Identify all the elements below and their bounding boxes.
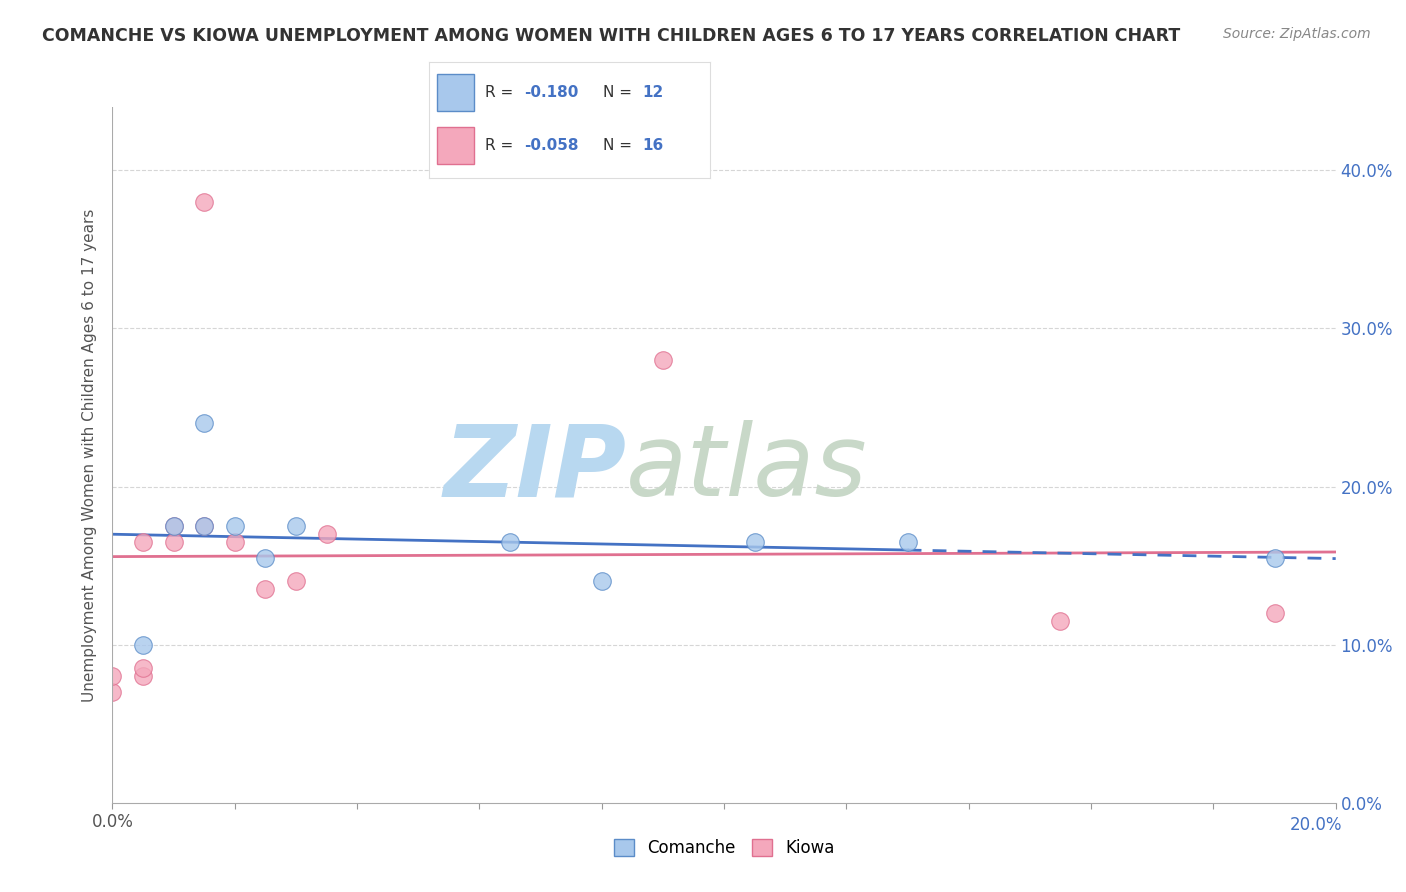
Text: 16: 16 — [643, 138, 664, 153]
Point — [1264, 606, 1286, 620]
Point — [897, 534, 920, 549]
Point — [163, 519, 186, 533]
Point — [591, 574, 613, 589]
Point — [132, 534, 155, 549]
Point — [193, 194, 215, 209]
Text: R =: R = — [485, 138, 519, 153]
Text: N =: N = — [603, 138, 637, 153]
Bar — [437, 74, 474, 112]
Text: Source: ZipAtlas.com: Source: ZipAtlas.com — [1223, 27, 1371, 41]
Point — [284, 519, 308, 533]
Point — [193, 519, 215, 533]
Bar — [437, 128, 474, 164]
Point — [254, 550, 277, 565]
Point — [163, 534, 186, 549]
Point — [193, 519, 215, 533]
Point — [744, 534, 766, 549]
Point — [224, 519, 246, 533]
Point — [1264, 550, 1286, 565]
Point — [101, 685, 124, 699]
Text: -0.180: -0.180 — [524, 85, 579, 100]
Point — [1049, 614, 1071, 628]
Point — [499, 534, 522, 549]
Text: -0.058: -0.058 — [524, 138, 579, 153]
Point — [101, 669, 124, 683]
Point — [254, 582, 277, 597]
Text: R =: R = — [485, 85, 519, 100]
Text: COMANCHE VS KIOWA UNEMPLOYMENT AMONG WOMEN WITH CHILDREN AGES 6 TO 17 YEARS CORR: COMANCHE VS KIOWA UNEMPLOYMENT AMONG WOM… — [42, 27, 1181, 45]
Point — [284, 574, 308, 589]
Point — [193, 417, 215, 431]
Point — [132, 669, 155, 683]
Point — [163, 519, 186, 533]
Point — [652, 353, 675, 368]
Text: 20.0%: 20.0% — [1291, 816, 1343, 834]
Text: ZIP: ZIP — [443, 420, 626, 517]
Point — [132, 638, 155, 652]
Point — [315, 527, 337, 541]
Point — [132, 661, 155, 675]
Y-axis label: Unemployment Among Women with Children Ages 6 to 17 years: Unemployment Among Women with Children A… — [82, 208, 97, 702]
Text: 12: 12 — [643, 85, 664, 100]
Text: atlas: atlas — [626, 420, 868, 517]
Legend: Comanche, Kiowa: Comanche, Kiowa — [613, 838, 835, 857]
Point — [224, 534, 246, 549]
Text: N =: N = — [603, 85, 637, 100]
